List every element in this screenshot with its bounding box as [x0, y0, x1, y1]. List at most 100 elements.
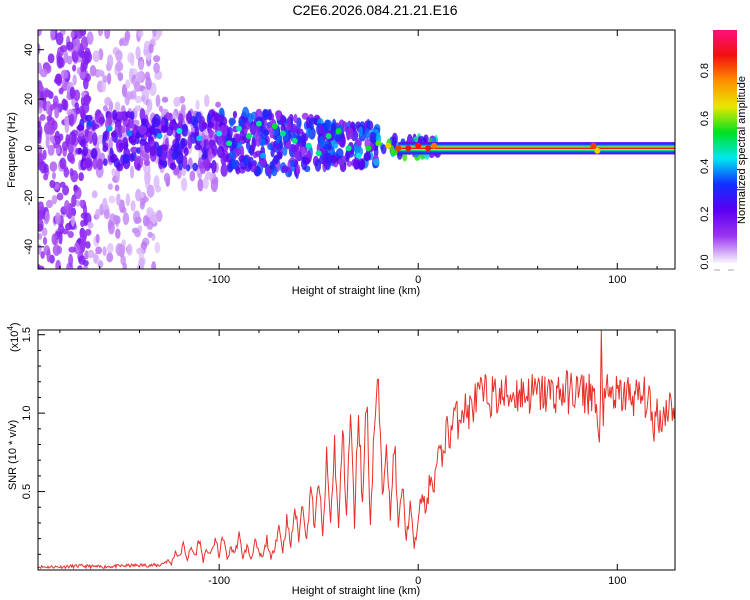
colorbar-cell: [713, 183, 737, 187]
spectral-blob: [135, 71, 144, 82]
x-tick-label: -100: [208, 274, 230, 286]
spectral-blob: [98, 116, 106, 125]
spectral-blob: [38, 43, 41, 55]
spectral-blob: [90, 148, 98, 159]
spectral-peak: [355, 152, 362, 159]
spectral-blob: [215, 101, 221, 108]
spectral-blob: [136, 147, 141, 155]
y-tick-label: 1.5: [21, 327, 33, 342]
spectral-blob: [58, 87, 64, 95]
spectral-blob: [79, 238, 86, 253]
colorbar-cell: [713, 60, 737, 64]
spectral-blob: [140, 192, 145, 199]
spectral-blob: [145, 76, 152, 91]
colorbar-cell: [713, 157, 737, 161]
spectral-blob: [229, 120, 234, 127]
colorbar-cell: [713, 41, 737, 45]
spectral-blob: [38, 98, 45, 110]
spectrogram-plot: [38, 30, 675, 269]
spectral-blob: [235, 166, 241, 175]
spectral-blob: [185, 112, 191, 122]
spectral-blob: [115, 168, 120, 182]
x-tick-label: 0: [415, 575, 421, 587]
colorbar-cell: [713, 30, 737, 33]
spectral-blob: [52, 95, 59, 110]
spectral-blob: [44, 123, 52, 135]
spectral-blob: [39, 114, 46, 121]
spectral-blob: [106, 72, 112, 85]
spectral-blob: [137, 30, 144, 38]
spectral-blob: [79, 50, 86, 59]
spectral-blob: [125, 111, 132, 119]
spectral-blob: [295, 164, 301, 175]
spectral-blob: [60, 69, 69, 80]
spectral-blob: [87, 249, 95, 259]
spectral-blob: [91, 123, 100, 130]
snr-axes: -100 0 100 0.5 1.0 1.5: [21, 327, 658, 587]
spectral-blob: [158, 105, 164, 112]
spectral-blob: [113, 214, 119, 223]
spectral-blob: [66, 41, 74, 51]
multiplier-close: ): [9, 322, 21, 326]
spectral-blob: [79, 199, 84, 208]
spectral-blob: [178, 112, 184, 125]
spectral-peak: [196, 135, 203, 142]
spectral-blob: [330, 123, 337, 137]
snr-ylabel: SNR (10 * v/v): [7, 420, 19, 490]
spectral-blob: [108, 136, 113, 151]
colorbar-cell: [713, 146, 737, 149]
colorbar-cell: [713, 136, 737, 140]
spectral-blob: [46, 249, 51, 263]
spectral-blob: [340, 163, 346, 172]
spectral-blob: [133, 81, 141, 93]
spectral-blob: [149, 145, 157, 157]
spectral-blob: [91, 190, 98, 199]
spectral-blob: [102, 145, 108, 153]
colorbar-cell: [713, 111, 737, 115]
spectral-blob: [148, 43, 154, 54]
colorbar: 0.0 0.2 0.4 0.6 0.8: [699, 30, 737, 271]
spectral-blob: [117, 72, 124, 82]
spectral-blob: [84, 129, 90, 144]
spectral-blob: [262, 129, 270, 136]
spectral-blob: [115, 49, 123, 62]
colorbar-cell: [713, 43, 737, 47]
colorbar-tick-label: 0.4: [699, 159, 711, 174]
spectral-blob: [139, 108, 146, 122]
spectral-blob: [269, 112, 274, 121]
spectral-blob: [155, 94, 161, 108]
spectral-blob: [295, 128, 304, 135]
spectral-blob: [204, 94, 210, 108]
spectral-blob: [174, 138, 180, 151]
spectral-blob: [280, 123, 286, 133]
multiplier-base: (x10: [9, 331, 21, 352]
tone-band: [398, 147, 675, 150]
spectral-blob: [207, 147, 213, 162]
spectral-blob: [152, 55, 161, 63]
spectral-blob: [140, 241, 148, 251]
spectral-blob: [72, 38, 81, 52]
spectral-peak: [431, 142, 438, 149]
spectrogram-ylabel: Frequency (Hz): [6, 112, 18, 188]
colorbar-cell: [713, 248, 737, 251]
colorbar-cell: [713, 92, 737, 96]
spectral-blob: [232, 110, 238, 119]
colorbar-cell: [713, 113, 737, 117]
colorbar-cell: [713, 36, 737, 40]
spectral-blob: [115, 61, 124, 72]
spectral-blob: [275, 111, 282, 121]
spectral-blob: [380, 144, 387, 155]
colorbar-cell: [713, 243, 737, 247]
spectral-blob: [45, 136, 50, 149]
spectral-blob: [71, 49, 79, 63]
colorbar-cell: [713, 245, 737, 249]
colorbar-cell: [713, 259, 737, 263]
spectral-blob: [161, 96, 169, 103]
spectral-blob: [181, 124, 188, 137]
spectral-blob: [155, 209, 163, 222]
spectral-blob: [134, 105, 142, 112]
spectral-blob: [38, 161, 43, 171]
spectral-blob: [86, 31, 94, 45]
spectral-blob: [296, 117, 302, 129]
